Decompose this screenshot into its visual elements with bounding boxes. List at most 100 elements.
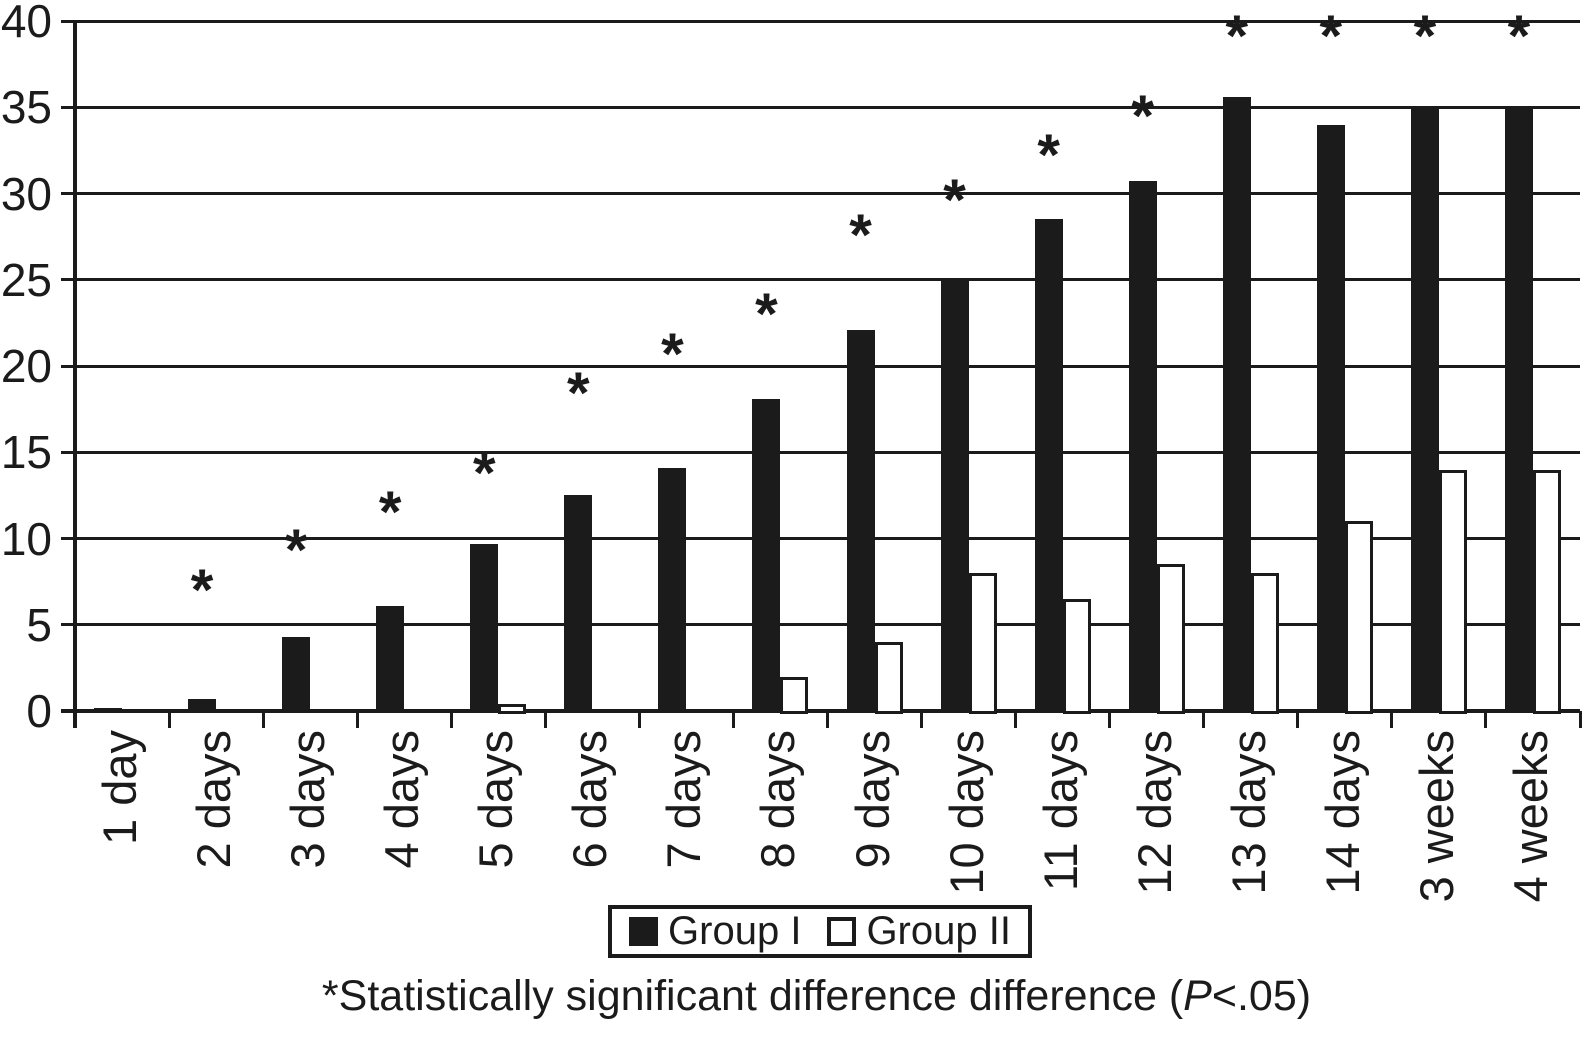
y-tick-label: 10: [0, 512, 52, 565]
y-tick-mark: [61, 19, 75, 23]
x-tick-mark: [1108, 711, 1112, 728]
x-category-label-wrap: 4 weeks: [1504, 730, 1557, 902]
x-category-label-wrap: 2 days: [187, 730, 241, 869]
y-tick-label: 30: [0, 167, 52, 220]
gridline-y30: [75, 192, 1580, 195]
y-tick-mark: [61, 278, 75, 282]
footnote-suffix: <.05): [1211, 972, 1312, 1020]
x-category-label: 11 days: [1033, 730, 1087, 892]
x-tick-mark: [637, 711, 641, 728]
x-category-label: 12 days: [1127, 730, 1181, 895]
x-tick-mark: [73, 711, 77, 728]
bar-group1-5-days: [470, 543, 499, 713]
y-tick-mark: [61, 105, 75, 109]
x-tick-mark: [731, 711, 735, 728]
gridline-y40: [75, 19, 1580, 23]
x-category-label: 9 days: [845, 730, 899, 869]
significance-asterisk: *: [1131, 83, 1155, 149]
x-category-label: 8 days: [751, 730, 805, 869]
bar-group1-14-days: [1316, 124, 1345, 713]
x-tick-mark: [355, 711, 359, 728]
footnote-prefix: *Statistically significant difference di…: [321, 972, 1184, 1020]
y-tick-label: 25: [0, 253, 52, 306]
footnote-p-italic: P: [1183, 972, 1212, 1020]
group1-filled-square-swatch: [629, 917, 659, 946]
bar-group2-4-weeks: [1532, 469, 1561, 714]
x-axis-line: [61, 709, 1580, 713]
x-category-label: 4 days: [375, 730, 429, 869]
x-category-label: 10 days: [939, 730, 993, 895]
gridline-y15: [75, 450, 1580, 454]
significance-asterisk: *: [190, 557, 214, 623]
significance-asterisk: *: [1037, 123, 1060, 189]
bar-group1-10-days: [940, 279, 969, 713]
bar-group1-13-days: [1222, 96, 1251, 713]
x-tick-mark: [826, 711, 829, 728]
y-tick-mark: [61, 450, 75, 454]
x-category-label-wrap: 4 days: [375, 730, 429, 869]
legend-label-group2: Group II: [866, 909, 1011, 953]
y-tick-label: 35: [0, 81, 52, 134]
x-category-label-wrap: 11 days: [1033, 730, 1087, 892]
bar-group2-12-days: [1156, 564, 1185, 714]
significance-asterisk: *: [661, 321, 684, 387]
bar-group1-12-days: [1128, 181, 1157, 713]
y-tick-label: 5: [26, 598, 52, 651]
x-category-label: 6 days: [563, 730, 617, 869]
x-tick-mark: [1014, 711, 1018, 728]
bar-group1-4-days: [376, 605, 405, 713]
x-category-label: 3 days: [281, 730, 335, 869]
x-category-label: 7 days: [657, 730, 711, 869]
x-category-label-wrap: 14 days: [1316, 730, 1369, 895]
bar-group1-1-day: [94, 707, 123, 713]
significance-asterisk: *: [1507, 4, 1531, 70]
x-category-label-wrap: 3 days: [281, 730, 335, 869]
y-tick-label: 15: [0, 426, 52, 479]
bar-group2-10-days: [968, 573, 997, 714]
x-tick-mark: [1578, 711, 1582, 728]
x-category-label: 3 weeks: [1409, 730, 1463, 903]
x-category-label: 13 days: [1221, 730, 1275, 895]
significance-asterisk: *: [943, 168, 966, 234]
gridline-y35: [75, 105, 1580, 109]
bar-group1-3-days: [282, 636, 311, 713]
significance-asterisk: *: [472, 440, 496, 506]
x-category-label-wrap: 12 days: [1127, 730, 1181, 895]
x-category-label-wrap: 8 days: [751, 730, 805, 869]
x-tick-mark: [449, 711, 453, 728]
significance-asterisk: *: [378, 480, 402, 546]
significance-asterisk: *: [567, 361, 590, 427]
legend-label-group1: Group I: [668, 909, 802, 953]
significance-asterisk: *: [849, 202, 872, 268]
x-category-label-wrap: 13 days: [1221, 730, 1275, 895]
significance-asterisk: *: [1225, 4, 1249, 70]
x-tick-mark: [920, 711, 924, 728]
x-category-label: 5 days: [469, 730, 523, 869]
bar-group1-9-days: [846, 329, 875, 713]
x-tick-mark: [261, 711, 265, 728]
significance-asterisk: *: [1319, 4, 1343, 70]
bar-group1-6-days: [564, 495, 593, 713]
x-category-label-wrap: 6 days: [563, 730, 617, 869]
significance-asterisk: *: [284, 518, 308, 584]
bar-group2-5-days: [498, 704, 527, 714]
y-tick-label: 20: [0, 340, 52, 392]
legend: Group I Group II: [608, 905, 1032, 958]
bar-group1-2-days: [188, 698, 217, 713]
x-category-label: 1 day: [93, 730, 147, 845]
significance-asterisk: *: [755, 281, 778, 347]
y-tick-mark: [61, 537, 75, 540]
x-category-label: 2 days: [187, 730, 241, 869]
gridline-y10: [75, 537, 1580, 540]
bar-group2-9-days: [874, 642, 903, 714]
bar-group2-8-days: [780, 676, 809, 714]
y-tick-label: 0: [26, 685, 52, 737]
bar-group2-11-days: [1062, 598, 1091, 714]
x-category-label-wrap: 5 days: [469, 730, 523, 869]
x-tick-mark: [543, 711, 547, 728]
y-tick-label: 40: [0, 0, 52, 47]
bar-group2-3-weeks: [1438, 469, 1467, 714]
gridline-y5: [75, 623, 1580, 627]
